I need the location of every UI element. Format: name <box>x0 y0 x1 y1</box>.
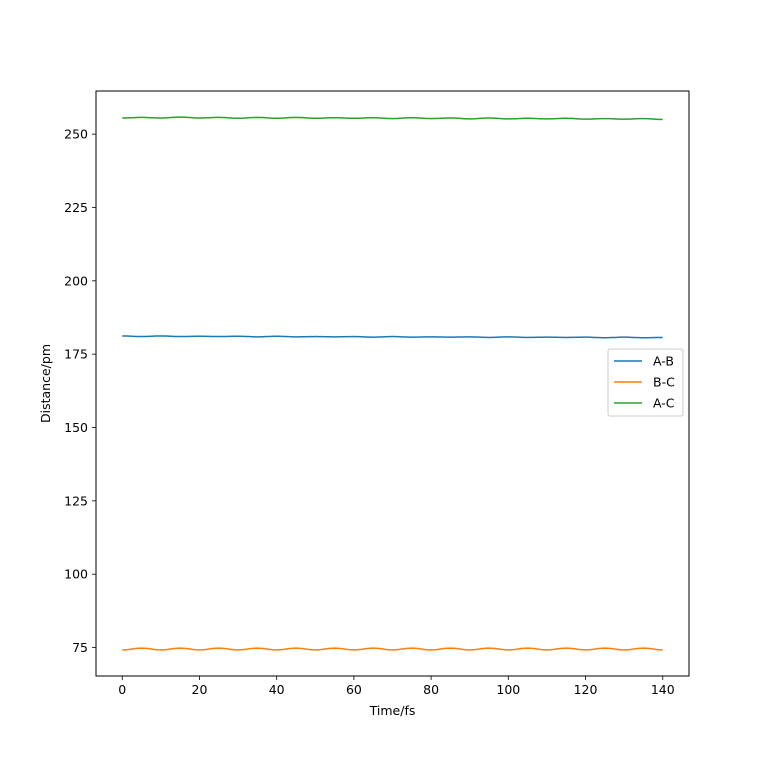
legend: A-B B-C A-C <box>607 348 684 417</box>
x-tick-label: 0 <box>118 682 126 697</box>
x-tick-label: 60 <box>346 682 362 697</box>
legend-box <box>607 348 684 417</box>
y-tick-label: 175 <box>64 347 88 362</box>
x-tick-label: 40 <box>269 682 285 697</box>
plot-lines <box>122 116 663 651</box>
series-line-a-b <box>122 335 663 339</box>
x-tick-label: 140 <box>651 682 675 697</box>
series-line-a-c <box>122 116 663 121</box>
y-tick-label: 225 <box>64 200 88 215</box>
y-tick-label: 125 <box>64 493 88 508</box>
y-tick-label: 250 <box>64 127 88 142</box>
x-axis-label: Time/fs <box>369 703 416 718</box>
legend-label-b-c: B-C <box>653 375 675 390</box>
plot-frame <box>95 90 690 677</box>
y-tick-label: 100 <box>64 567 88 582</box>
y-tick-label: 75 <box>72 640 88 655</box>
y-tick-label: 200 <box>64 273 88 288</box>
y-axis: 75 100 125 150 175 200 225 250 <box>64 127 96 655</box>
series-line-b-c <box>122 647 663 651</box>
legend-label-a-c: A-C <box>653 396 675 411</box>
x-tick-label: 80 <box>423 682 439 697</box>
x-tick-label: 20 <box>192 682 208 697</box>
x-tick-label: 100 <box>496 682 520 697</box>
y-tick-label: 150 <box>64 420 88 435</box>
x-tick-label: 120 <box>574 682 598 697</box>
y-axis-label: Distance/pm <box>38 344 53 423</box>
legend-label-a-b: A-B <box>653 354 674 369</box>
x-axis: 0 20 40 60 80 100 120 140 <box>118 676 675 697</box>
